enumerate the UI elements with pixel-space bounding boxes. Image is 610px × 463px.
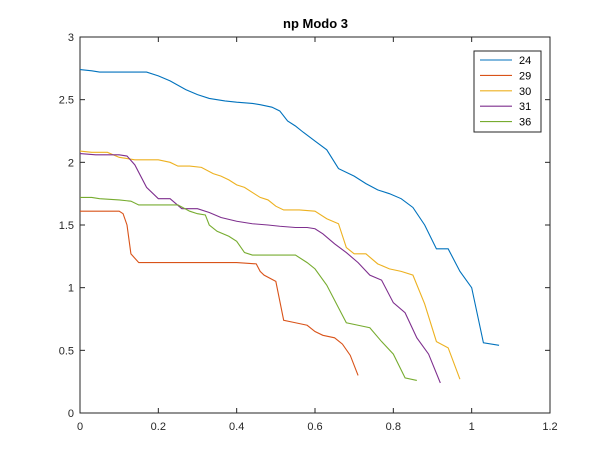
x-tick-label: 1.2	[542, 421, 557, 433]
chart-title: np Modo 3	[283, 16, 348, 31]
y-tick-label: 2	[68, 157, 74, 169]
y-tick-label: 1.5	[59, 220, 74, 232]
x-tick-label: 1	[469, 421, 475, 433]
legend-label-24: 24	[519, 55, 531, 67]
x-tick-label: 0.4	[229, 421, 244, 433]
legend-label-31: 31	[519, 101, 531, 113]
legend: 24 29 30 31 36	[473, 50, 542, 133]
y-tick-label: 1	[68, 283, 74, 295]
legend-label-29: 29	[519, 70, 531, 82]
legend-label-36: 36	[519, 117, 531, 129]
series-line-24	[79, 69, 500, 346]
y-tick-label: 3	[68, 32, 74, 44]
legend-box	[473, 50, 542, 133]
x-tick-label: 0.6	[307, 421, 322, 433]
series-line-36	[80, 196, 417, 381]
y-tick-label: 0	[68, 408, 74, 420]
plot-area: 0 0.2 0.4 0.6 0.8 1 1.2 0 0.5 1 1.5 2 2.5 3	[59, 32, 558, 433]
series-line-30	[79, 150, 461, 380]
series-line-29	[80, 210, 359, 376]
series-line-31	[79, 153, 441, 384]
x-tick-label: 0.2	[151, 421, 166, 433]
x-tick-label: 0	[77, 421, 83, 433]
y-tick-label: 2.5	[59, 95, 74, 107]
y-tick-label: 0.5	[59, 345, 74, 357]
legend-label-30: 30	[519, 86, 531, 98]
x-tick-label: 0.8	[386, 421, 401, 433]
